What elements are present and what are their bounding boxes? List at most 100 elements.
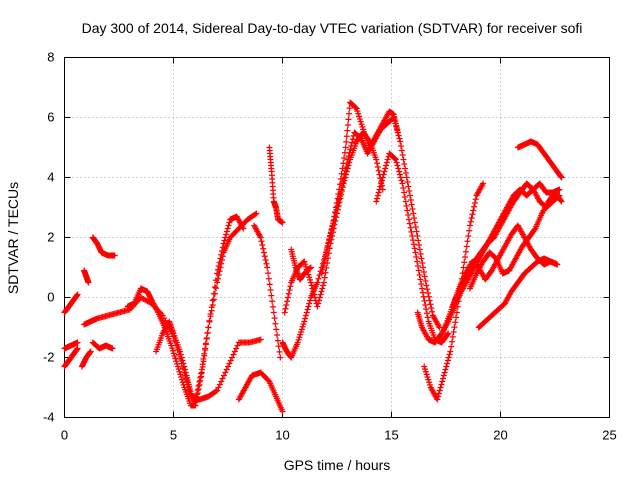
- series-7: [89, 339, 116, 352]
- series-12: [251, 222, 284, 361]
- data-point: [438, 381, 445, 388]
- data-point: [192, 399, 199, 406]
- data-point: [397, 138, 404, 145]
- data-point: [440, 372, 447, 379]
- y-tick-label: 4: [47, 170, 54, 185]
- data-point: [414, 258, 421, 265]
- data-point: [392, 156, 399, 163]
- data-point: [340, 175, 347, 182]
- series-11: [235, 369, 286, 415]
- data-point: [301, 258, 308, 265]
- data-point: [343, 138, 350, 145]
- data-point: [205, 324, 212, 331]
- data-point: [334, 203, 341, 210]
- data-point: [468, 215, 475, 221]
- data-point: [342, 167, 349, 174]
- data-point: [266, 281, 273, 288]
- data-point: [353, 105, 360, 112]
- data-point: [315, 275, 322, 282]
- data-point: [426, 381, 433, 388]
- data-point: [219, 248, 226, 254]
- data-point: [326, 233, 333, 240]
- data-point: [169, 347, 176, 354]
- data-point: [411, 219, 418, 226]
- data-point: [218, 378, 225, 385]
- data-point: [274, 332, 281, 338]
- series-3: [61, 339, 81, 352]
- data-point: [424, 314, 431, 321]
- data-point: [446, 351, 453, 358]
- data-point: [224, 225, 231, 232]
- data-point: [286, 287, 293, 293]
- data-point: [265, 275, 272, 282]
- data-point: [396, 135, 403, 142]
- data-point: [427, 301, 434, 308]
- y-tick-label: 6: [47, 110, 54, 125]
- data-point: [423, 310, 430, 317]
- data-point: [231, 348, 238, 355]
- data-point: [269, 303, 276, 310]
- data-point: [466, 222, 473, 229]
- data-point: [447, 348, 454, 355]
- data-point: [412, 249, 419, 256]
- data-point: [354, 108, 361, 115]
- series-25: [514, 138, 565, 181]
- data-point: [258, 238, 265, 245]
- data-point: [319, 266, 326, 273]
- data-point: [396, 171, 403, 178]
- data-point: [378, 177, 385, 184]
- chart-title: Day 300 of 2014, Sidereal Day-to-day VTE…: [82, 20, 583, 36]
- data-point: [74, 291, 81, 298]
- data-point: [395, 165, 402, 172]
- data-point: [220, 372, 227, 379]
- data-point: [379, 174, 386, 181]
- data-point: [407, 192, 414, 199]
- data-point: [271, 315, 278, 322]
- data-point: [215, 263, 222, 269]
- data-point: [284, 294, 291, 301]
- data-point: [175, 366, 182, 373]
- data-point: [272, 320, 279, 327]
- data-point: [424, 374, 431, 380]
- data-point: [426, 379, 433, 386]
- data-point: [348, 139, 355, 146]
- data-point: [416, 242, 423, 248]
- data-point: [421, 363, 428, 370]
- data-point: [384, 156, 391, 163]
- data-point: [178, 376, 185, 383]
- data-point: [180, 381, 187, 388]
- data-point: [226, 360, 233, 367]
- data-point: [444, 357, 451, 364]
- data-point: [270, 309, 277, 316]
- data-point: [437, 384, 444, 391]
- data-point: [240, 225, 247, 232]
- data-point: [402, 198, 409, 205]
- data-point: [172, 355, 179, 362]
- data-point: [355, 110, 362, 117]
- data-point: [306, 300, 313, 307]
- data-point: [306, 274, 313, 281]
- data-point: [425, 290, 432, 296]
- series-19: [421, 180, 487, 403]
- data-point: [323, 248, 330, 254]
- data-point: [307, 276, 314, 283]
- series-5: [78, 348, 94, 370]
- data-point: [295, 336, 302, 343]
- data-point: [470, 207, 477, 214]
- data-point: [462, 254, 469, 260]
- data-point: [338, 170, 345, 177]
- data-point: [409, 233, 416, 239]
- data-point: [352, 104, 359, 111]
- data-point: [380, 171, 387, 178]
- data-point: [252, 211, 259, 218]
- data-point: [182, 369, 189, 376]
- data-point: [181, 366, 188, 373]
- data-point: [426, 297, 433, 304]
- data-point: [177, 371, 184, 378]
- x-tick-label: 0: [61, 428, 68, 443]
- data-point: [213, 388, 220, 395]
- data-point: [177, 351, 184, 358]
- data-point: [305, 303, 312, 310]
- data-point: [199, 361, 206, 368]
- data-point: [332, 210, 339, 217]
